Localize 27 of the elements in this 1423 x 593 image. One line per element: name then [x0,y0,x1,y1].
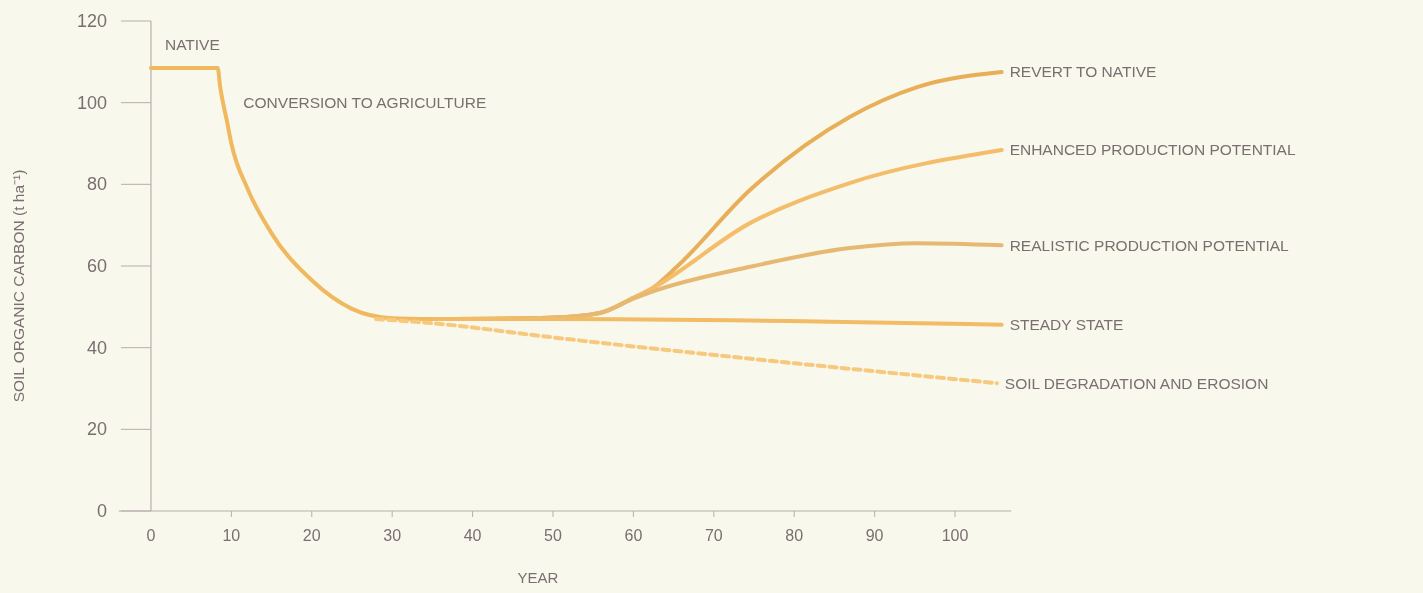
x-tick-label: 60 [624,527,643,544]
x-tick-label: 20 [302,527,321,544]
series-label: REVERT TO NATIVE [1009,63,1157,81]
annotation: NATIVE [164,35,220,53]
x-tick-label: 40 [463,527,482,544]
x-axis-title: YEAR [517,569,559,586]
y-tick-label: 100 [76,92,107,113]
annotation: CONVERSION TO AGRICULTURE [243,94,487,112]
x-tick-label: 70 [704,527,723,544]
y-axis-title: SOIL ORGANIC CARBON (t ha⁻¹) [10,169,27,403]
x-tick-label: 50 [544,527,562,544]
y-tick-label: 0 [96,501,107,521]
x-tick-label: 0 [146,527,156,544]
x-tick-label: 10 [222,527,241,544]
y-tick-label: 80 [86,174,107,195]
series-label: ENHANCED PRODUCTION POTENTIAL [1009,141,1296,159]
series-label: REALISTIC PRODUCTION POTENTIAL [1009,236,1290,254]
y-tick-label: 60 [86,256,107,276]
series-label: STEADY STATE [1009,316,1124,334]
y-tick-label: 120 [76,11,107,31]
y-tick-label: 40 [86,337,107,358]
x-tick-label: 100 [941,527,969,544]
series-label: SOIL DEGRADATION AND EROSION [1004,374,1269,392]
x-tick-label: 30 [383,527,402,544]
y-tick-label: 20 [86,419,107,440]
x-tick-label: 80 [785,527,804,544]
x-tick-label: 90 [865,527,884,544]
